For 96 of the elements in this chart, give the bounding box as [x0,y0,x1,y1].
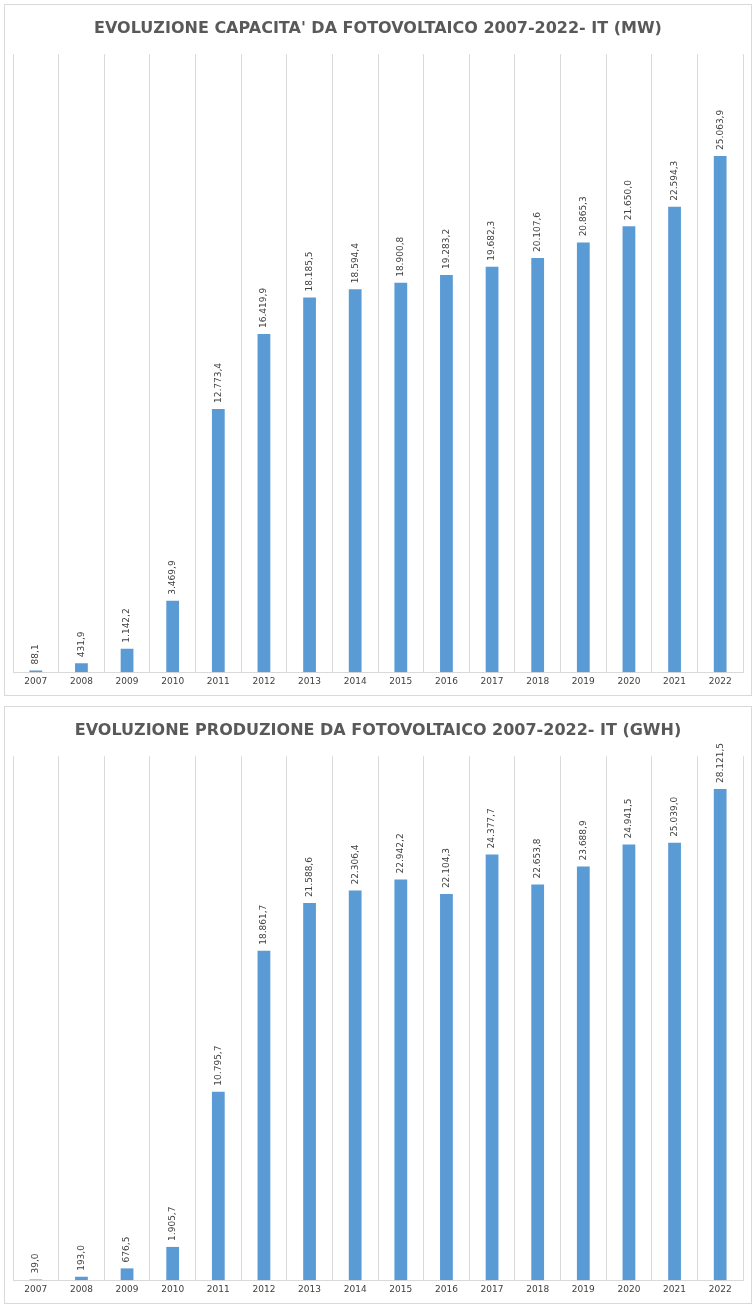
data-label: 193,0 [75,1244,86,1271]
bar [75,663,88,673]
bar [303,297,316,673]
chart-title: EVOLUZIONE CAPACITA' DA FOTOVOLTAICO 2007-2022- IT (MW) [94,17,662,37]
bar [394,282,408,673]
bar [166,600,180,673]
x-tick-label: 2013 [298,675,322,686]
x-tick-label: 2008 [69,1283,94,1294]
x-tick-label: 2022 [708,675,732,686]
data-label: 3.469,9 [167,560,178,595]
x-tick-label: 2008 [69,675,94,686]
data-label: 28.121,5 [714,742,725,784]
bar [303,903,316,1281]
bar [75,1276,88,1281]
bar [348,890,362,1281]
bar [576,866,590,1281]
chart-title: EVOLUZIONE PRODUZIONE DA FOTOVOLTAICO 2007-2022- IT (GWH) [74,719,682,739]
x-tick-label: 2011 [206,675,230,686]
x-tick-label: 2013 [298,1283,322,1294]
bar [211,1091,225,1281]
data-label: 23.688,9 [577,820,588,861]
bar [622,844,636,1281]
data-label: 22.942,2 [395,833,406,874]
data-label: 20.107,6 [532,211,543,252]
bar [668,206,681,673]
bar [211,409,225,673]
data-label: 22.306,4 [349,844,360,885]
bar [257,950,271,1281]
x-tick-label: 2017 [480,1283,504,1294]
x-tick-label: 2007 [24,675,48,686]
data-label: 25.039,0 [668,796,679,837]
bar [668,842,681,1281]
bar [713,789,727,1281]
bar [622,226,636,673]
bar [440,274,453,673]
bar [394,879,408,1281]
x-tick-label: 2016 [434,675,459,686]
data-label: 24.941,5 [623,798,634,839]
x-tick-label: 2011 [206,1283,230,1294]
x-tick-label: 2020 [617,675,641,686]
x-tick-label: 2014 [343,1283,367,1294]
x-tick-label: 2016 [434,1283,459,1294]
x-tick-label: 2015 [389,675,413,686]
data-label: 10.795,7 [212,1045,223,1086]
data-label: 20.865,3 [577,196,588,237]
bar [348,289,362,673]
x-tick-label: 2018 [526,1283,550,1294]
data-label: 1.142,2 [121,608,132,643]
data-label: 22.653,8 [532,838,543,879]
x-tick-label: 2015 [389,1283,413,1294]
bar [257,333,271,673]
data-label: 18.861,7 [258,904,269,945]
x-tick-label: 2010 [161,1283,185,1294]
data-label: 25.063,9 [714,109,725,150]
x-tick-label: 2017 [480,675,504,686]
bar [576,242,590,673]
x-tick-label: 2018 [526,675,550,686]
data-label: 12.773,4 [212,362,223,404]
data-label: 39,0 [30,1253,41,1274]
bar [531,257,545,673]
bar [485,266,499,673]
data-label: 88,1 [30,644,41,665]
bar [120,1268,134,1281]
data-label: 18.185,5 [303,251,314,292]
x-tick-label: 2022 [708,1283,732,1294]
x-tick-label: 2010 [161,675,185,686]
bar [531,884,545,1281]
bar [485,854,499,1281]
bar [440,894,453,1281]
x-tick-label: 2007 [24,1283,48,1294]
data-label: 1.905,7 [167,1206,178,1241]
data-label: 18.594,4 [349,242,360,284]
x-tick-label: 2020 [617,1283,641,1294]
x-tick-label: 2014 [343,675,367,686]
x-tick-label: 2009 [115,1283,139,1294]
data-label: 21.650,0 [623,179,634,221]
x-tick-label: 2021 [663,1283,687,1294]
x-tick-label: 2019 [571,675,596,686]
data-label: 22.104,3 [440,848,451,889]
data-label: 18.900,8 [395,236,406,277]
data-label: 676,5 [121,1236,132,1263]
data-label: 19.283,2 [440,228,451,269]
data-label: 431,9 [75,631,86,658]
x-tick-label: 2019 [571,1283,596,1294]
bar [166,1246,180,1281]
data-label: 19.682,3 [486,220,497,261]
data-label: 21.588,6 [303,856,314,898]
data-label: 22.594,3 [668,160,679,201]
bar [120,648,134,673]
data-label: 24.377,7 [486,808,497,849]
x-tick-label: 2012 [252,675,276,686]
x-tick-label: 2012 [252,1283,276,1294]
data-label: 16.419,9 [258,287,269,328]
x-tick-label: 2021 [663,675,687,686]
x-tick-label: 2009 [115,675,139,686]
bar [713,155,727,673]
